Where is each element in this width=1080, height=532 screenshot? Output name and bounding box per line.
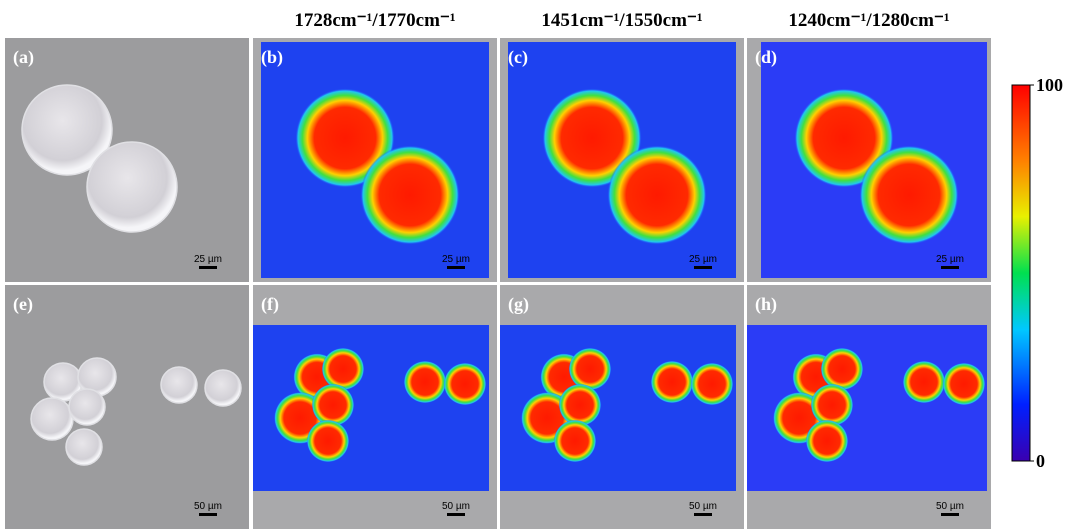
scale-bar-label: 50 µm bbox=[936, 501, 964, 512]
bead bbox=[21, 84, 113, 176]
scale-bar-label: 50 µm bbox=[442, 501, 470, 512]
panel-label: (h) bbox=[755, 294, 777, 315]
scale-bar-label: 50 µm bbox=[689, 501, 717, 512]
column-header: 1451cm⁻¹/1550cm⁻¹ bbox=[541, 10, 702, 31]
particle-map bbox=[311, 383, 355, 427]
particle-map bbox=[306, 419, 350, 463]
column-header: 1728cm⁻¹/1770cm⁻¹ bbox=[294, 10, 455, 31]
particle-map bbox=[443, 362, 487, 406]
bead bbox=[204, 369, 242, 407]
particle-map bbox=[607, 145, 707, 245]
particle-map bbox=[942, 362, 986, 406]
scale-bar bbox=[694, 266, 712, 269]
particle-map bbox=[820, 347, 864, 391]
particle-map bbox=[794, 88, 894, 188]
colorbar bbox=[1011, 84, 1031, 462]
colorbar-tick-label: 100 bbox=[1036, 75, 1063, 95]
scale-bar bbox=[941, 513, 959, 516]
scale-bar-label: 25 µm bbox=[442, 254, 470, 265]
scale-bar bbox=[199, 513, 217, 516]
particle-map bbox=[295, 88, 395, 188]
scale-bar-label: 50 µm bbox=[194, 501, 222, 512]
particle-map bbox=[690, 362, 734, 406]
bead bbox=[160, 366, 198, 404]
bead bbox=[30, 397, 74, 441]
bead bbox=[68, 388, 106, 426]
scale-bar bbox=[941, 266, 959, 269]
scale-bar-label: 25 µm bbox=[194, 254, 222, 265]
bead bbox=[65, 428, 103, 466]
panel-label: (f) bbox=[261, 294, 279, 315]
particle-map bbox=[859, 145, 959, 245]
scale-bar-label: 25 µm bbox=[936, 254, 964, 265]
colorbar-tick-label: 0 bbox=[1036, 451, 1045, 471]
panel-label: (a) bbox=[13, 47, 34, 68]
scale-bar-label: 25 µm bbox=[689, 254, 717, 265]
particle-map bbox=[902, 360, 946, 404]
particle-map bbox=[360, 145, 460, 245]
column-header: 1240cm⁻¹/1280cm⁻¹ bbox=[788, 10, 949, 31]
panel-label: (c) bbox=[508, 47, 528, 68]
particle-map bbox=[568, 347, 612, 391]
panel-label: (e) bbox=[13, 294, 33, 315]
scale-bar bbox=[694, 513, 712, 516]
scale-bar bbox=[199, 266, 217, 269]
panel-label: (d) bbox=[755, 47, 777, 68]
particle-map bbox=[542, 88, 642, 188]
scale-bar bbox=[447, 513, 465, 516]
particle-map bbox=[810, 383, 854, 427]
particle-map bbox=[321, 347, 365, 391]
scale-bar bbox=[447, 266, 465, 269]
panel-label: (g) bbox=[508, 294, 529, 315]
particle-map bbox=[553, 419, 597, 463]
particle-map bbox=[403, 360, 447, 404]
particle-map bbox=[558, 383, 602, 427]
particle-map bbox=[650, 360, 694, 404]
particle-map bbox=[805, 419, 849, 463]
panel-label: (b) bbox=[261, 47, 283, 68]
bead bbox=[86, 141, 178, 233]
